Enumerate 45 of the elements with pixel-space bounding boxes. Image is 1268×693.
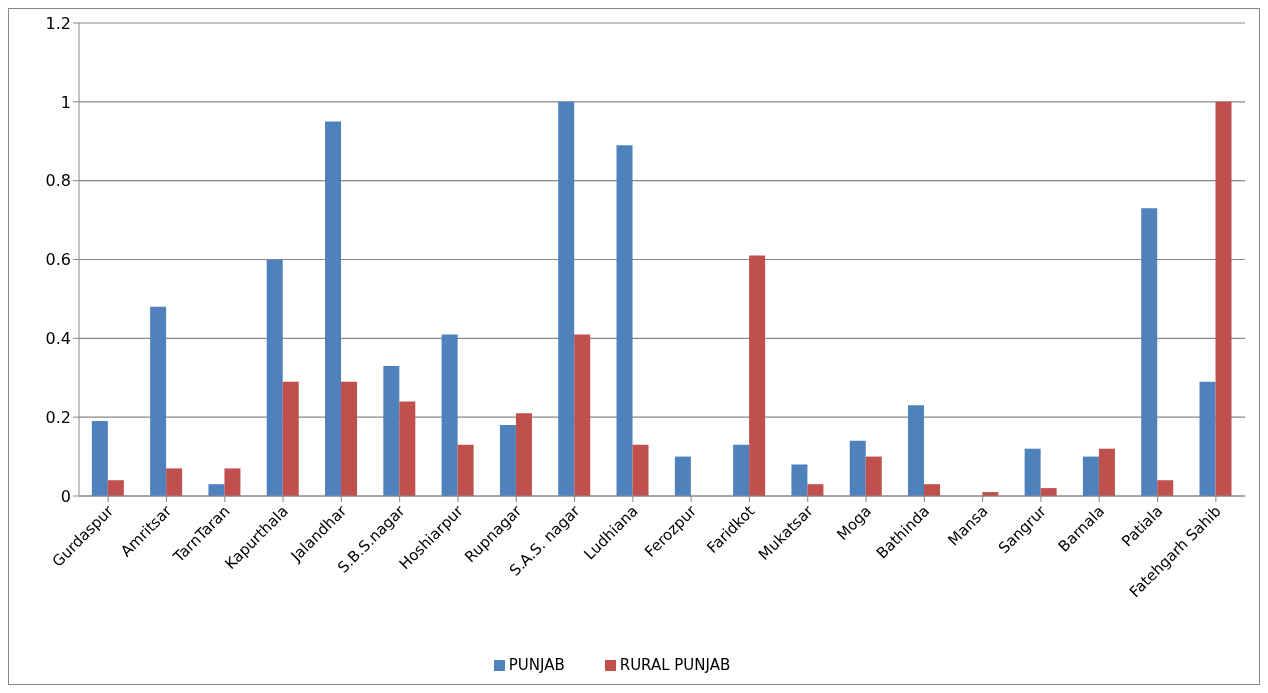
bar — [791, 464, 808, 496]
bar — [616, 145, 633, 496]
bar — [325, 121, 342, 496]
y-tick-label: 0 — [60, 486, 71, 506]
bar — [341, 381, 358, 496]
y-tick-label: 0.6 — [45, 250, 71, 270]
bar — [924, 484, 941, 496]
bar — [441, 334, 458, 496]
bar — [749, 255, 766, 496]
y-tick-label: 1 — [60, 92, 71, 112]
y-tick-label: 0.4 — [45, 329, 71, 349]
y-tick-label: 1.2 — [45, 13, 71, 33]
y-tick-label: 0.8 — [45, 171, 71, 191]
bar — [674, 456, 691, 496]
bar — [208, 484, 225, 496]
legend-label: PUNJAB — [508, 656, 565, 674]
bar — [457, 444, 474, 496]
bar — [1024, 448, 1041, 496]
bar — [1082, 456, 1099, 496]
bar — [1215, 101, 1232, 496]
bar — [1199, 381, 1216, 496]
legend-label: RURAL PUNJAB — [619, 656, 731, 674]
bar — [515, 413, 532, 496]
bar — [807, 484, 824, 496]
bar — [266, 259, 283, 496]
bar — [733, 444, 750, 496]
bar — [499, 425, 516, 496]
bar — [849, 440, 866, 496]
bar — [383, 365, 400, 496]
bar — [282, 381, 299, 496]
bar — [1098, 448, 1115, 496]
bar — [632, 444, 649, 496]
bar — [908, 405, 925, 496]
bar — [558, 101, 575, 496]
bar — [574, 334, 591, 496]
bar — [224, 468, 241, 496]
bar — [166, 468, 183, 496]
bar — [399, 401, 416, 496]
bar — [1157, 480, 1174, 496]
bar — [91, 421, 108, 496]
bar — [1141, 208, 1158, 496]
bar — [865, 456, 882, 496]
bar — [150, 306, 167, 496]
bar — [107, 480, 124, 496]
y-tick-label: 0.2 — [45, 407, 71, 427]
